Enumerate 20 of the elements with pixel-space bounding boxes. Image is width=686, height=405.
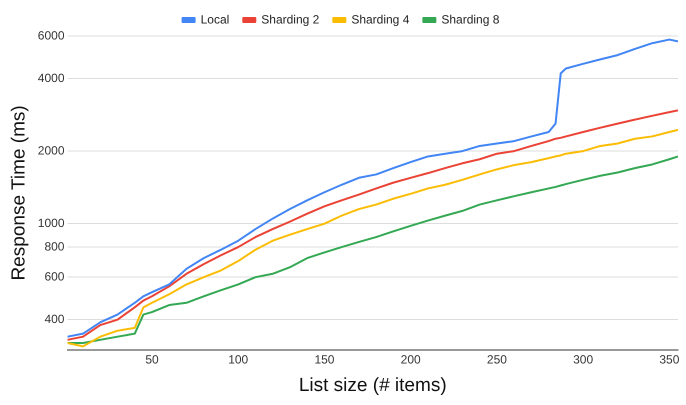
x-tick-label: 150 <box>314 352 335 366</box>
x-tick-label: 250 <box>486 352 508 366</box>
legend-label: Sharding 4 <box>351 12 410 26</box>
y-axis-title: Response Time (ms) <box>8 105 30 281</box>
x-axis-title: List size (# items) <box>298 374 447 396</box>
y-tick-label: 4000 <box>38 70 65 85</box>
y-tick-label: 2000 <box>38 143 65 158</box>
y-tick-label: 600 <box>44 270 65 284</box>
y-tick-label: 800 <box>44 239 65 254</box>
legend-label: Sharding 2 <box>261 12 320 26</box>
y-tick-label: 6000 <box>38 28 65 42</box>
legend-label: Sharding 8 <box>441 12 500 26</box>
x-tick-label: 300 <box>573 352 594 366</box>
y-tick-label: 1000 <box>38 216 65 230</box>
x-tick-label: 350 <box>659 352 680 366</box>
legend-label: Local <box>200 12 230 26</box>
x-tick-label: 50 <box>145 352 159 366</box>
x-tick-label: 100 <box>228 352 249 366</box>
y-tick-label: 400 <box>44 312 65 326</box>
x-tick-label: 200 <box>400 352 422 366</box>
